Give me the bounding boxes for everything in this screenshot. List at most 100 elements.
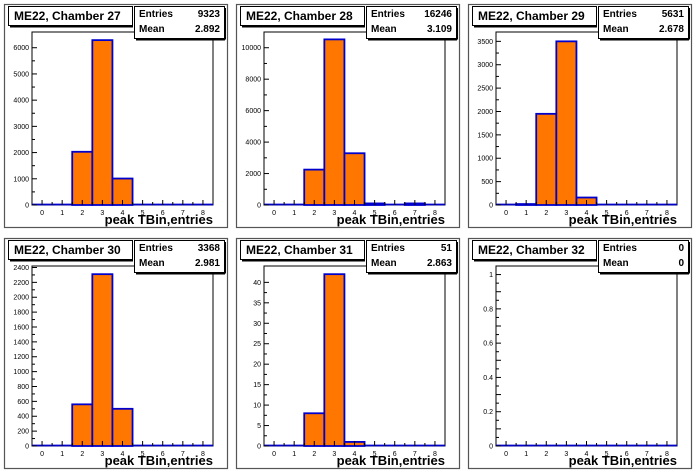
histogram-bar [91, 39, 114, 206]
x-tick-label: 5 [141, 210, 145, 217]
x-tick-label: 0 [504, 210, 508, 217]
x-tick-label: 7 [645, 451, 649, 458]
x-axis-title: peak TBin,entries [569, 453, 677, 468]
y-tick-label: 0 [257, 203, 261, 210]
y-tick-label: 40 [253, 280, 261, 287]
y-tick-label: 2000 [245, 171, 261, 178]
x-tick-label: 6 [625, 451, 629, 458]
x-tick-label: 0 [504, 451, 508, 458]
y-tick-label: 5 [257, 423, 261, 430]
x-tick-label: 1 [524, 210, 528, 217]
x-tick-label: 2 [80, 210, 84, 217]
stats-value: 2.678 [659, 24, 684, 35]
histogram-bar [71, 403, 94, 447]
y-tick-label: 20 [253, 362, 261, 369]
y-tick-label: 600 [17, 399, 29, 406]
x-tick-label: 5 [141, 451, 145, 458]
x-tick-label: 6 [161, 451, 165, 458]
x-tick-label: 2 [544, 210, 548, 217]
y-tick-label: 3500 [477, 39, 493, 46]
x-tick-label: 3 [100, 451, 104, 458]
x-tick-label: 1 [60, 451, 64, 458]
x-tick-label: 3 [564, 451, 568, 458]
y-tick-label: 25 [253, 341, 261, 348]
x-axis-title: peak TBin,entries [105, 453, 213, 468]
x-tick-label: 0 [40, 451, 44, 458]
x-tick-label: 7 [181, 451, 185, 458]
y-tick-label: 0 [257, 444, 261, 451]
x-tick-label: 4 [585, 451, 589, 458]
y-tick-label: 2000 [13, 295, 29, 302]
stats-value: 51 [441, 243, 453, 254]
stats-value: 3.109 [427, 24, 452, 35]
x-axis-title: peak TBin,entries [337, 212, 445, 227]
x-tick-label: 8 [201, 210, 205, 217]
stats-label: Entries [603, 243, 637, 254]
y-tick-label: 500 [481, 179, 493, 186]
x-axis-title: peak TBin,entries [569, 212, 677, 227]
histogram-bar [91, 273, 114, 447]
stats-label: Mean [603, 258, 629, 269]
x-tick-label: 8 [665, 210, 669, 217]
x-tick-label: 7 [413, 451, 417, 458]
x-tick-label: 2 [312, 210, 316, 217]
x-tick-label: 3 [100, 210, 104, 217]
y-tick-label: 200 [17, 429, 29, 436]
x-tick-label: 6 [625, 210, 629, 217]
x-tick-label: 0 [40, 210, 44, 217]
x-tick-label: 5 [373, 451, 377, 458]
x-tick-label: 2 [80, 451, 84, 458]
x-axis-title: peak TBin,entries [105, 212, 213, 227]
stats-box [598, 240, 689, 273]
y-tick-label: 2200 [13, 280, 29, 287]
x-tick-label: 3 [332, 210, 336, 217]
panel-frame [467, 237, 693, 470]
x-tick-label: 8 [665, 451, 669, 458]
stats-box [134, 6, 225, 39]
stats-label: Mean [139, 24, 165, 35]
stats-value: 0 [678, 258, 684, 269]
panel-title: ME22, Chamber 29 [478, 9, 585, 23]
y-tick-label: 2000 [477, 109, 493, 116]
y-tick-label: 2000 [13, 150, 29, 157]
stats-value: 5631 [662, 9, 685, 20]
stats-value: 0 [678, 243, 684, 254]
x-tick-label: 0 [272, 451, 276, 458]
stats-value: 16246 [424, 9, 452, 20]
y-tick-label: 1600 [13, 324, 29, 331]
histogram-bar [303, 168, 326, 206]
histogram-bar [111, 407, 134, 447]
y-tick-label: 1400 [13, 339, 29, 346]
y-tick-label: 30 [253, 321, 261, 328]
x-tick-label: 3 [332, 451, 336, 458]
y-tick-label: 0 [25, 444, 29, 451]
x-tick-label: 7 [645, 210, 649, 217]
x-tick-label: 0 [272, 210, 276, 217]
histogram-panel-4: 0 200 400 600 800 1000 1200 1400 1600 1800 2000 220… [3, 237, 229, 470]
y-tick-label: 6000 [245, 108, 261, 115]
y-tick-label: 0.2 [483, 409, 493, 416]
x-tick-label: 6 [393, 451, 397, 458]
y-tick-label: 1000 [477, 156, 493, 163]
x-tick-label: 4 [121, 210, 125, 217]
x-tick-label: 6 [161, 210, 165, 217]
y-tick-label: 4000 [13, 98, 29, 105]
y-tick-label: 10000 [242, 45, 262, 52]
y-tick-label: 1500 [477, 132, 493, 139]
x-axis-title: peak TBin,entries [337, 453, 445, 468]
stats-label: Entries [139, 243, 173, 254]
y-tick-label: 2500 [477, 86, 493, 93]
stats-value: 2.981 [195, 258, 220, 269]
y-tick-label: 3000 [13, 124, 29, 131]
y-tick-label: 1800 [13, 310, 29, 317]
x-tick-label: 7 [181, 210, 185, 217]
stats-label: Entries [371, 243, 405, 254]
x-tick-label: 3 [564, 210, 568, 217]
stats-box [598, 6, 689, 39]
x-tick-label: 5 [605, 210, 609, 217]
panel-frame [467, 3, 693, 229]
